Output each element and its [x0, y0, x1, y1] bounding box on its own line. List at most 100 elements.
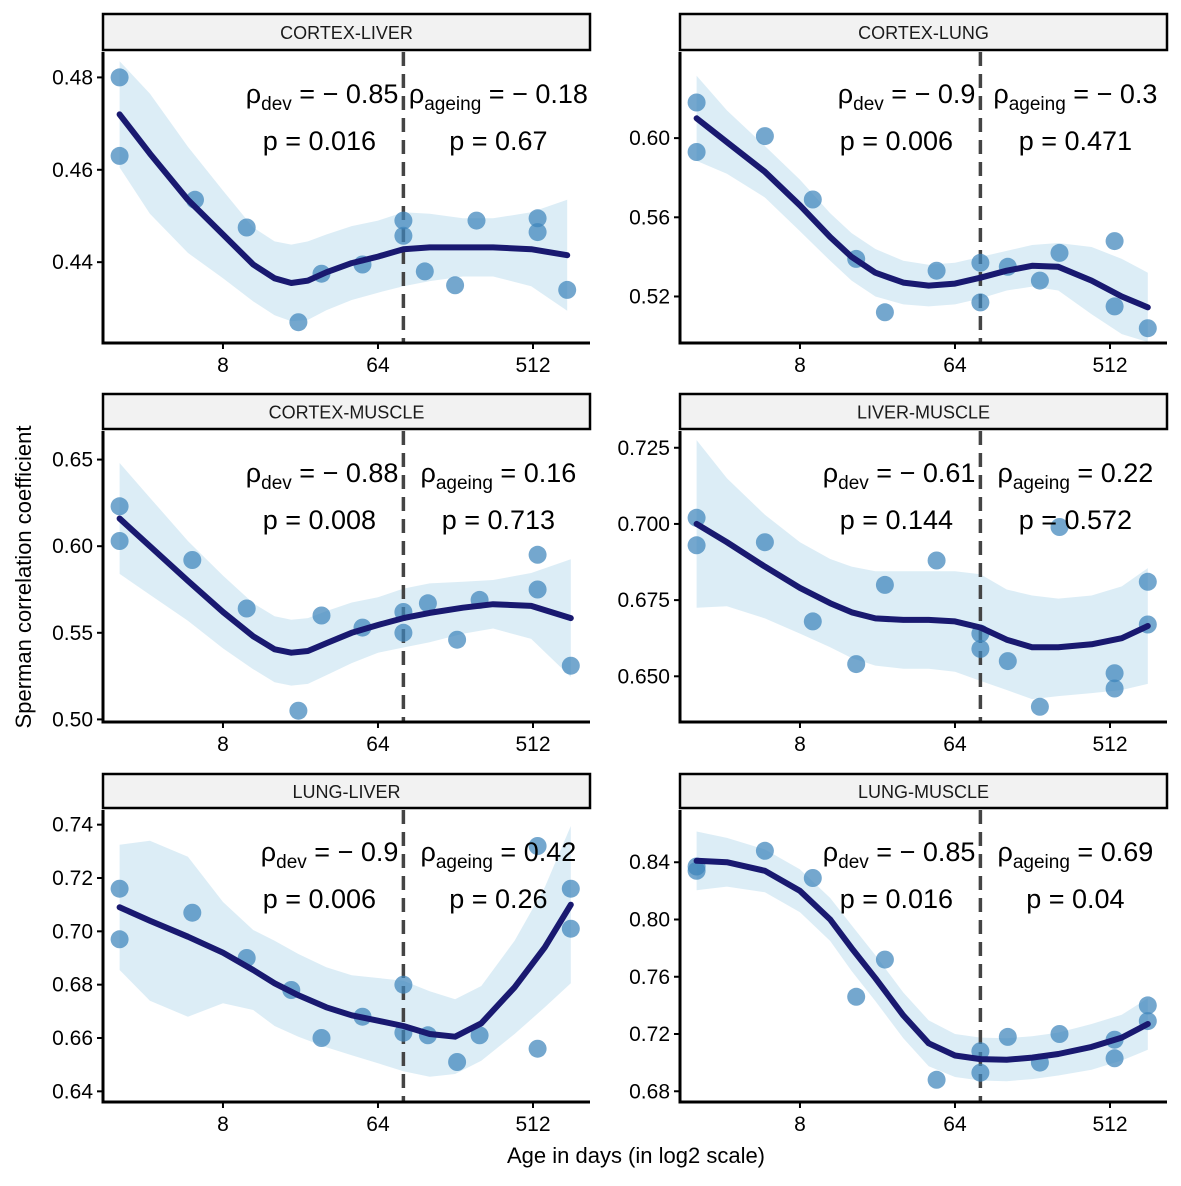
rho-dev-label: ρdev = − 0.85 — [823, 837, 976, 873]
y-tick-label: 0.52 — [629, 285, 670, 308]
panels: CORTEX-LIVER 0.44 0.46 0.48 8 64 512 ρdev = − 0… — [52, 12, 1169, 1136]
data-point — [183, 903, 202, 922]
data-point — [110, 532, 129, 550]
panel-lung-muscle: LUNG-MUSCLE 0.68 0.72 0.76 0.80 0.84 8 64 512 ρde… — [629, 772, 1169, 1136]
p-ageing-label: p = 0.713 — [442, 505, 555, 535]
data-point — [289, 701, 308, 720]
data-point — [971, 639, 990, 658]
data-point — [1105, 679, 1124, 698]
data-point — [561, 656, 580, 675]
panel-lung-liver: LUNG-LIVER 0.64 0.66 0.68 0.70 0.72 0.74 8 64 512… — [52, 772, 592, 1136]
data-point — [446, 276, 465, 295]
data-point — [470, 1026, 489, 1045]
data-point — [312, 1029, 331, 1047]
p-ageing-label: p = 0.26 — [449, 884, 547, 914]
panel-title: LUNG-MUSCLE — [858, 782, 989, 802]
x-tick-label: 64 — [943, 1113, 967, 1136]
data-point — [312, 606, 331, 625]
confidence-band — [119, 826, 571, 1077]
data-point — [561, 919, 580, 938]
data-point — [1138, 996, 1157, 1015]
rho-ageing-label: ρageing = − 0.18 — [409, 79, 588, 115]
strip-header — [678, 772, 1169, 810]
data-point — [415, 262, 434, 281]
data-point — [394, 623, 413, 642]
panel-title: CORTEX-LIVER — [280, 23, 413, 43]
data-point — [1030, 697, 1049, 716]
smooth-line — [116, 901, 574, 1040]
data-point — [998, 1027, 1017, 1046]
rho-dev-label: ρdev = − 0.88 — [246, 458, 399, 494]
confidence-band — [696, 831, 1148, 1082]
data-point — [448, 1053, 467, 1071]
data-point — [394, 211, 413, 230]
x-tick-label: 512 — [515, 1113, 550, 1136]
rho-dev-label: ρdev = − 0.61 — [823, 458, 976, 494]
data-point — [1105, 232, 1124, 251]
p-ageing-label: p = 0.67 — [449, 126, 547, 156]
data-point — [528, 837, 547, 855]
data-point — [875, 575, 894, 594]
y-tick-label: 0.46 — [52, 159, 93, 182]
data-point — [558, 280, 577, 299]
data-point — [110, 68, 129, 87]
p-ageing-label: p = 0.471 — [1019, 126, 1132, 156]
panel-title: LUNG-LIVER — [292, 782, 400, 802]
y-tick-label: 0.50 — [52, 708, 93, 731]
data-point — [448, 630, 467, 649]
p-ageing-label: p = 0.572 — [1019, 505, 1132, 535]
strip-header — [678, 12, 1169, 52]
data-point — [528, 1039, 547, 1058]
data-point — [998, 652, 1017, 671]
data-point — [110, 879, 129, 898]
p-dev-label: p = 0.006 — [840, 126, 953, 156]
y-tick-label: 0.70 — [52, 920, 93, 943]
data-point — [1105, 297, 1124, 316]
x-tick-label: 8 — [217, 354, 229, 377]
rho-dev-label: ρdev = − 0.9 — [838, 79, 976, 115]
data-point — [687, 508, 706, 527]
data-point — [237, 599, 256, 618]
data-point — [687, 861, 706, 880]
rho-ageing-label: ρageing = 0.16 — [421, 458, 577, 494]
data-point — [528, 545, 547, 564]
y-tick-label: 0.65 — [52, 449, 93, 472]
data-point — [467, 211, 486, 230]
y-tick-label: 0.48 — [52, 66, 93, 89]
x-tick-label: 512 — [515, 733, 550, 756]
panel-title: LIVER-MUSCLE — [857, 403, 990, 423]
data-point — [418, 594, 437, 613]
panel-title: CORTEX-LUNG — [858, 23, 989, 43]
y-axis-title: Sperman correlation coefficient — [11, 426, 36, 729]
data-point — [289, 313, 308, 332]
confidence-band — [696, 75, 1148, 343]
x-tick-label: 64 — [943, 354, 967, 377]
data-point — [927, 1070, 946, 1089]
data-point — [847, 655, 866, 674]
data-point — [755, 841, 774, 860]
y-tick-label: 0.700 — [617, 513, 670, 536]
strip-header — [101, 772, 592, 810]
data-point — [1138, 319, 1157, 338]
smooth-line — [693, 520, 1151, 651]
data-point — [528, 223, 547, 242]
data-point — [528, 580, 547, 599]
panel-cortex-lung: CORTEX-LUNG 0.52 0.56 0.60 8 64 512 ρdev = − 0.… — [629, 12, 1169, 377]
data-point — [755, 533, 774, 552]
rho-ageing-label: ρageing = − 0.3 — [993, 79, 1157, 115]
data-point — [1050, 518, 1069, 536]
panel-cortex-muscle: CORTEX-MUSCLE 0.50 0.55 0.60 0.65 8 64 512 ρdev … — [52, 392, 592, 756]
data-point — [803, 612, 822, 631]
p-dev-label: p = 0.144 — [840, 505, 953, 535]
x-tick-label: 64 — [366, 733, 390, 756]
smooth-line — [693, 857, 1151, 1063]
x-tick-label: 512 — [1092, 1113, 1127, 1136]
data-point — [927, 261, 946, 280]
data-point — [1138, 572, 1157, 591]
data-point — [1105, 664, 1124, 683]
data-point — [687, 143, 706, 161]
y-tick-label: 0.66 — [52, 1027, 93, 1050]
y-tick-label: 0.56 — [629, 206, 670, 229]
